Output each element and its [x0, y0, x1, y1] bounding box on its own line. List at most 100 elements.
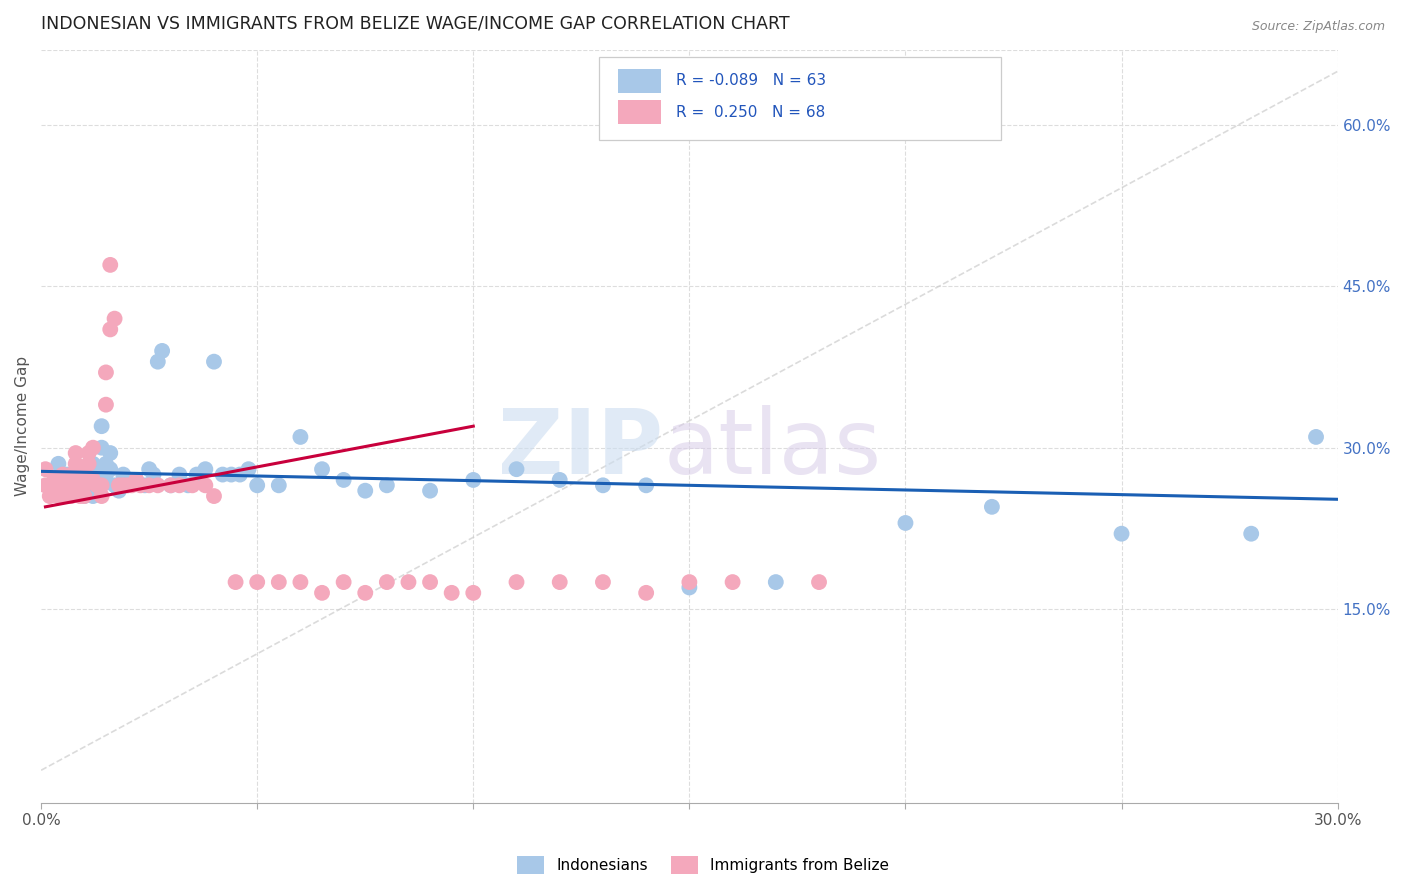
Point [73, 473, 96, 487]
Point [94, 457, 117, 471]
FancyBboxPatch shape [599, 57, 1001, 140]
Point [375, 575, 398, 590]
Point [548, 473, 571, 487]
Text: atlas: atlas [664, 405, 882, 492]
Legend: Indonesians, Immigrants from Belize: Indonesians, Immigrants from Belize [510, 850, 896, 880]
Point [138, 478, 160, 492]
Point [73, 462, 96, 476]
Point [77, 462, 100, 476]
Text: R = -0.089   N = 63: R = -0.089 N = 63 [676, 73, 827, 88]
Point [94, 366, 117, 380]
Point [48, 489, 70, 503]
Point [202, 489, 225, 503]
Text: Source: ZipAtlas.com: Source: ZipAtlas.com [1251, 20, 1385, 33]
Point [765, 575, 787, 590]
Point [108, 483, 131, 498]
Point [678, 581, 700, 595]
Point [980, 500, 1002, 514]
Point [159, 478, 181, 492]
Point [60, 478, 83, 492]
Point [48, 457, 70, 471]
Point [117, 478, 139, 492]
Point [211, 467, 233, 482]
Point [42, 478, 65, 492]
Text: ZIP: ZIP [498, 405, 664, 492]
Point [290, 575, 312, 590]
Point [77, 446, 100, 460]
Point [86, 478, 108, 492]
Point [65, 483, 87, 498]
Point [69, 467, 91, 482]
Point [181, 478, 204, 492]
Point [267, 478, 290, 492]
Point [98, 322, 121, 336]
Point [73, 489, 96, 503]
Point [225, 575, 247, 590]
Point [90, 478, 112, 492]
Point [246, 575, 269, 590]
Point [142, 467, 165, 482]
Point [56, 489, 79, 503]
Point [121, 478, 143, 492]
Point [592, 478, 614, 492]
Point [202, 354, 225, 368]
Point [463, 473, 485, 487]
Point [42, 473, 65, 487]
Point [548, 575, 571, 590]
Point [159, 478, 181, 492]
Point [592, 575, 614, 590]
Point [108, 478, 131, 492]
Point [82, 457, 104, 471]
Point [375, 478, 398, 492]
Point [60, 489, 83, 503]
Point [38, 489, 60, 503]
Point [146, 354, 169, 368]
Point [636, 478, 658, 492]
Point [65, 457, 87, 471]
Point [194, 478, 217, 492]
Text: R =  0.250   N = 68: R = 0.250 N = 68 [676, 104, 825, 120]
Point [1240, 526, 1263, 541]
Point [169, 467, 191, 482]
Point [894, 516, 917, 530]
Point [90, 441, 112, 455]
Point [69, 478, 91, 492]
Point [398, 575, 420, 590]
Point [419, 575, 441, 590]
Point [103, 311, 125, 326]
Text: INDONESIAN VS IMMIGRANTS FROM BELIZE WAGE/INCOME GAP CORRELATION CHART: INDONESIAN VS IMMIGRANTS FROM BELIZE WAG… [41, 15, 790, 33]
Point [419, 483, 441, 498]
Point [103, 478, 125, 492]
FancyBboxPatch shape [619, 100, 661, 124]
Point [90, 419, 112, 434]
Point [332, 473, 354, 487]
Point [65, 446, 87, 460]
Point [1111, 526, 1133, 541]
Point [332, 575, 354, 590]
Point [69, 478, 91, 492]
Point [90, 489, 112, 503]
FancyBboxPatch shape [619, 69, 661, 93]
Point [65, 473, 87, 487]
Point [34, 462, 56, 476]
Point [94, 467, 117, 482]
Point [73, 467, 96, 482]
Point [77, 457, 100, 471]
Point [721, 575, 744, 590]
Point [56, 478, 79, 492]
Point [52, 467, 75, 482]
Point [311, 462, 333, 476]
Point [98, 258, 121, 272]
Point [86, 478, 108, 492]
Point [56, 478, 79, 492]
Point [229, 467, 252, 482]
Point [60, 467, 83, 482]
Point [129, 478, 152, 492]
Point [125, 473, 148, 487]
Point [56, 467, 79, 482]
Point [505, 575, 527, 590]
Point [1305, 430, 1327, 444]
Point [73, 489, 96, 503]
Y-axis label: Wage/Income Gap: Wage/Income Gap [15, 356, 30, 496]
Point [38, 478, 60, 492]
